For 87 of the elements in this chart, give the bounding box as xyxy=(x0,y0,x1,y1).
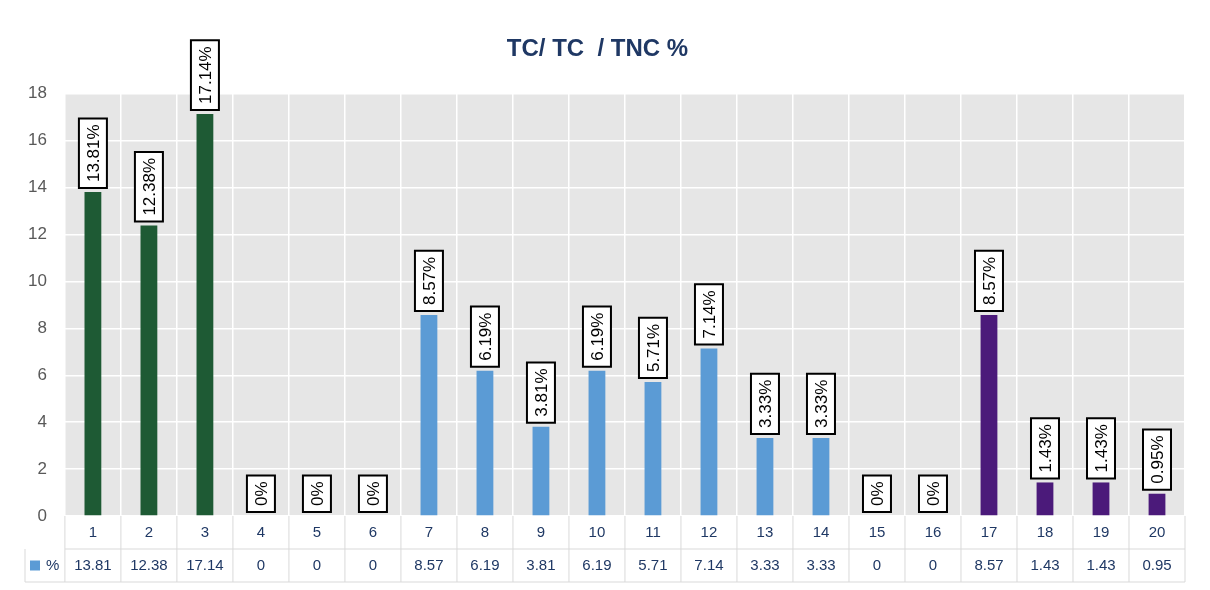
bar xyxy=(644,382,662,516)
text: 6.19 xyxy=(470,555,500,573)
bar xyxy=(140,225,158,516)
x-tick-label: 17 xyxy=(980,522,998,540)
x-tick-label: 3 xyxy=(200,522,210,540)
bar xyxy=(700,348,718,516)
legend-label: % xyxy=(46,555,60,573)
data-label: 0% xyxy=(923,481,943,506)
x-tick-label: 11 xyxy=(645,522,661,540)
text: 8.57 xyxy=(974,555,1004,573)
text: 6.19 xyxy=(582,555,612,573)
chart-title: TC/ TC / TNC % xyxy=(506,34,689,62)
y-tick-label: 6 xyxy=(37,364,47,384)
text: 0 xyxy=(312,555,322,573)
data-label: 6.19% xyxy=(475,312,495,361)
text: 0 xyxy=(368,555,378,573)
data-label: 17.14% xyxy=(195,46,215,104)
text: 0 xyxy=(928,555,938,573)
data-label: 8.57% xyxy=(419,256,439,305)
data-label: 0% xyxy=(363,481,383,506)
x-tick-label: 18 xyxy=(1036,522,1054,540)
text: 3.81 xyxy=(526,555,556,573)
bar xyxy=(196,113,214,516)
text: 3.33 xyxy=(806,555,836,573)
bar xyxy=(84,192,102,516)
text: 0 xyxy=(256,555,266,573)
x-tick-label: 1 xyxy=(88,522,98,540)
data-label: 3.81% xyxy=(531,368,551,417)
data-label: 12.38% xyxy=(139,157,159,216)
data-label: 3.33% xyxy=(755,379,775,428)
x-tick-label: 8 xyxy=(480,522,490,540)
text: 7.14 xyxy=(694,555,724,573)
data-label: 0% xyxy=(307,481,327,506)
x-tick-label: 6 xyxy=(368,522,378,540)
bar xyxy=(588,370,606,516)
x-tick-label: 14 xyxy=(812,522,830,540)
x-tick-label: 15 xyxy=(868,522,886,540)
text: 0 xyxy=(872,555,882,573)
y-tick-label: 8 xyxy=(37,318,47,338)
text: 13.81 xyxy=(74,555,112,573)
text: 1.43 xyxy=(1086,555,1116,573)
data-label: 0.95% xyxy=(1147,435,1167,484)
x-tick-label: 7 xyxy=(424,522,434,540)
text: 0.95 xyxy=(1142,555,1172,573)
data-label: 1.43% xyxy=(1035,424,1055,473)
bar xyxy=(980,314,998,516)
data-label: 6.19% xyxy=(587,312,607,361)
bar xyxy=(1092,482,1110,516)
y-tick-label: 16 xyxy=(27,130,47,150)
x-tick-label: 20 xyxy=(1148,522,1166,540)
bar xyxy=(532,426,550,516)
x-tick-label: 16 xyxy=(924,522,942,540)
text: 5.71 xyxy=(638,555,668,573)
x-tick-label: 10 xyxy=(588,522,606,540)
data-label: 8.57% xyxy=(979,256,999,305)
text: 12.38 xyxy=(130,555,168,573)
x-tick-label: 5 xyxy=(312,522,322,540)
x-tick-label: 4 xyxy=(256,522,266,540)
x-tick-label: 13 xyxy=(756,522,774,540)
x-tick-label: 2 xyxy=(144,522,154,540)
y-tick-label: 14 xyxy=(27,177,47,197)
bar xyxy=(1148,493,1166,516)
bar xyxy=(756,437,774,516)
y-tick-label: 12 xyxy=(27,224,47,244)
x-tick-label: 9 xyxy=(536,522,546,540)
text: 1.43 xyxy=(1030,555,1060,573)
data-label: 5.71% xyxy=(643,323,663,373)
text: 17.14 xyxy=(186,555,224,573)
data-label: 0% xyxy=(251,481,271,506)
data-label: 3.33% xyxy=(811,379,831,428)
y-tick-label: 18 xyxy=(27,83,47,103)
bar xyxy=(420,314,438,516)
y-tick-label: 2 xyxy=(37,458,47,478)
data-label: 13.81% xyxy=(83,124,103,183)
bar xyxy=(812,437,830,516)
x-tick-label: 12 xyxy=(700,522,718,540)
x-tick-label: 19 xyxy=(1092,522,1110,540)
y-tick-label: 4 xyxy=(37,411,47,431)
text: 8.57 xyxy=(414,555,444,573)
data-label: 0% xyxy=(867,481,887,506)
bar xyxy=(476,370,494,516)
y-tick-label: 10 xyxy=(27,271,47,291)
y-tick-label: 0 xyxy=(37,505,47,525)
bar xyxy=(1036,482,1054,516)
data-label: 7.14% xyxy=(699,290,719,339)
text: 3.33 xyxy=(750,555,780,573)
data-label: 1.43% xyxy=(1091,424,1111,473)
